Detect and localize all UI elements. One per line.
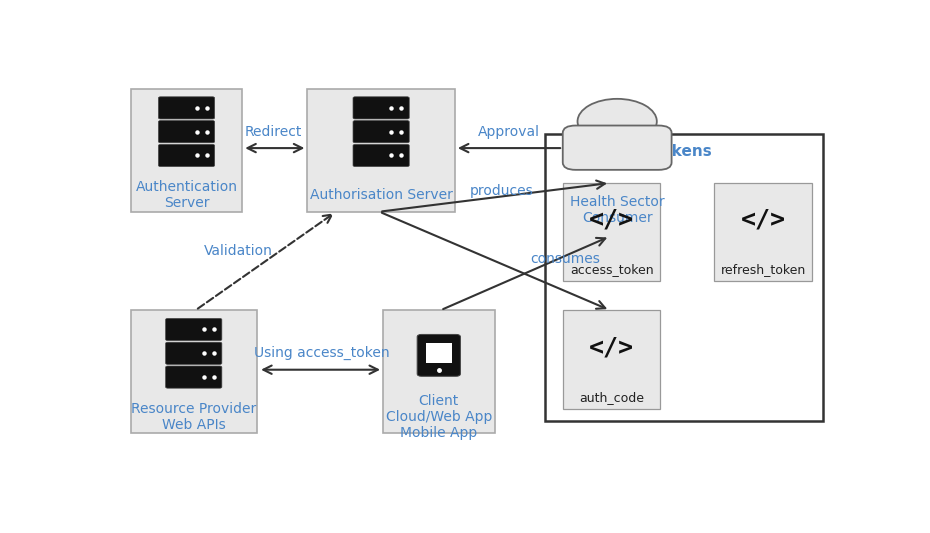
Text: Redirect: Redirect	[245, 125, 302, 139]
Text: Health Sector
Consumer: Health Sector Consumer	[570, 195, 664, 225]
FancyBboxPatch shape	[158, 120, 215, 143]
FancyBboxPatch shape	[563, 126, 671, 170]
Text: Approval: Approval	[478, 125, 540, 139]
Text: </>: </>	[590, 335, 634, 359]
FancyBboxPatch shape	[353, 97, 409, 119]
FancyBboxPatch shape	[307, 88, 455, 212]
FancyBboxPatch shape	[353, 120, 409, 143]
FancyBboxPatch shape	[418, 334, 460, 376]
Text: </>: </>	[740, 208, 786, 232]
FancyBboxPatch shape	[353, 144, 409, 166]
FancyBboxPatch shape	[383, 310, 495, 433]
FancyBboxPatch shape	[158, 97, 215, 119]
FancyBboxPatch shape	[564, 310, 660, 409]
FancyBboxPatch shape	[166, 342, 222, 365]
FancyBboxPatch shape	[714, 183, 812, 281]
Text: </>: </>	[590, 208, 634, 232]
Text: produces: produces	[470, 184, 533, 198]
FancyBboxPatch shape	[158, 144, 215, 166]
FancyBboxPatch shape	[545, 134, 822, 421]
Text: Authentication
Server: Authentication Server	[136, 180, 237, 211]
Text: tokens: tokens	[655, 144, 712, 159]
Text: Client
Cloud/Web App
Mobile App: Client Cloud/Web App Mobile App	[386, 394, 492, 440]
FancyBboxPatch shape	[426, 343, 452, 363]
FancyBboxPatch shape	[130, 88, 243, 212]
Text: Authorisation Server: Authorisation Server	[310, 188, 453, 203]
Text: consumes: consumes	[531, 252, 601, 266]
FancyBboxPatch shape	[130, 310, 257, 433]
Text: access_token: access_token	[570, 263, 654, 277]
Text: Using access_token: Using access_token	[254, 346, 390, 360]
FancyBboxPatch shape	[564, 183, 660, 281]
Text: refresh_token: refresh_token	[721, 263, 805, 277]
Text: auth_code: auth_code	[579, 391, 644, 403]
Circle shape	[578, 99, 657, 144]
Text: Validation: Validation	[205, 244, 273, 257]
FancyBboxPatch shape	[166, 318, 222, 341]
Text: Resource Provider
Web APIs: Resource Provider Web APIs	[131, 402, 257, 432]
FancyBboxPatch shape	[166, 366, 222, 388]
